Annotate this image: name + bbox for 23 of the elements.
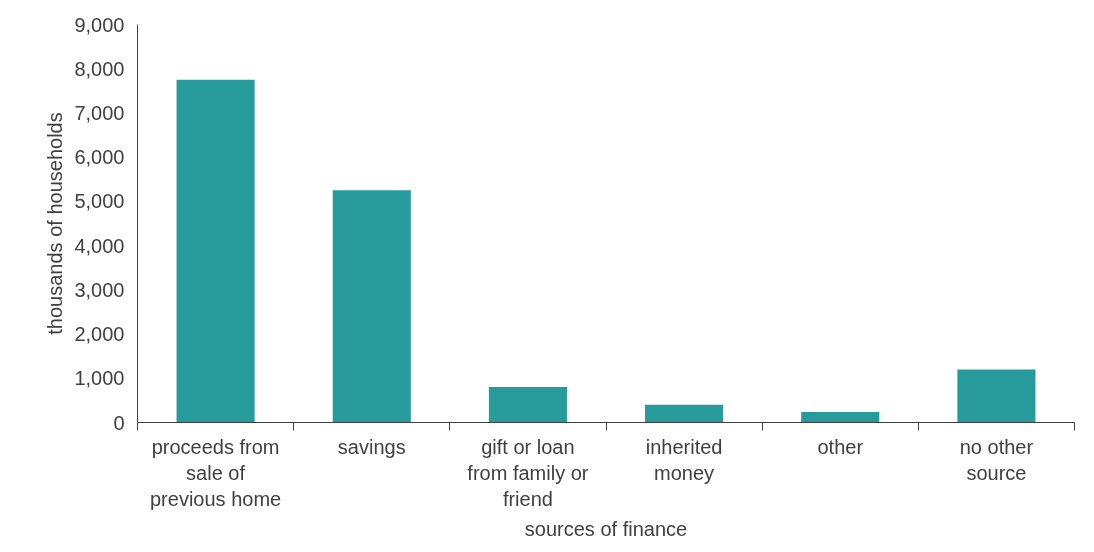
bar [801, 411, 880, 423]
y-tick-label: 9,000 [74, 13, 125, 36]
y-tick-label: 8,000 [74, 57, 125, 80]
y-tick-label: 3,000 [74, 278, 125, 301]
x-tick-label: inherited money [645, 435, 723, 484]
bar [176, 79, 255, 423]
y-tick-label: 2,000 [74, 323, 125, 346]
x-tick-label: savings [337, 435, 406, 458]
x-tick-label: proceeds from sale of previous home [149, 435, 282, 511]
y-tick-label: 5,000 [74, 190, 125, 213]
bar [957, 369, 1036, 423]
bar [488, 387, 567, 423]
y-tick-label: 4,000 [74, 234, 125, 257]
x-tick-label: no other source [959, 435, 1034, 484]
y-tick-label: 7,000 [74, 101, 125, 124]
y-tick-label: 0 [113, 411, 125, 434]
y-tick-label: 6,000 [74, 146, 125, 169]
bar [332, 190, 411, 423]
bar [645, 404, 724, 423]
x-axis-title: sources of finance [524, 518, 688, 541]
y-tick-label: 1,000 [74, 367, 125, 390]
x-tick-label: other [817, 435, 864, 458]
y-axis-title: thousands of households [44, 112, 67, 335]
